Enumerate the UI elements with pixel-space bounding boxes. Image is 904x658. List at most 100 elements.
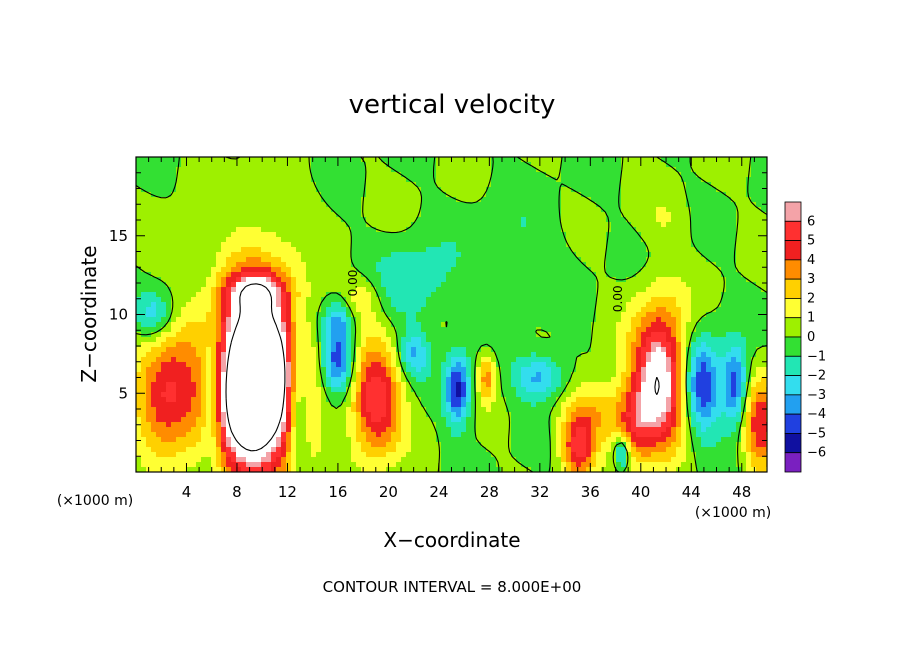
- field-cell: [286, 322, 292, 328]
- field-cell: [721, 267, 727, 273]
- field-cell: [216, 212, 222, 218]
- field-cell: [441, 307, 447, 313]
- field-cell: [681, 327, 687, 333]
- field-cell: [221, 282, 227, 288]
- field-cell: [751, 337, 757, 343]
- field-cell: [201, 242, 207, 248]
- field-cell: [541, 302, 547, 308]
- field-cell: [386, 277, 392, 283]
- field-cell: [696, 192, 702, 198]
- field-cell: [516, 267, 522, 273]
- field-cell: [591, 157, 597, 163]
- field-cell: [281, 167, 287, 173]
- field-cell: [641, 217, 647, 223]
- field-cell: [551, 287, 557, 293]
- field-cell: [196, 297, 202, 303]
- field-cell: [201, 197, 207, 203]
- field-cell: [311, 312, 317, 318]
- field-cell: [436, 327, 442, 333]
- field-cell: [491, 297, 497, 303]
- field-cell: [316, 212, 322, 218]
- field-cell: [606, 247, 612, 253]
- field-cell: [226, 342, 232, 348]
- field-cell: [196, 342, 202, 348]
- field-cell: [736, 262, 742, 268]
- field-cell: [301, 287, 307, 293]
- field-cell: [256, 262, 262, 268]
- field-cell: [546, 192, 552, 198]
- field-cell: [166, 202, 172, 208]
- field-cell: [606, 292, 612, 298]
- field-cell: [241, 197, 247, 203]
- field-cell: [606, 197, 612, 203]
- field-cell: [581, 157, 587, 163]
- field-cell: [221, 162, 227, 168]
- field-cell: [641, 267, 647, 273]
- field-cell: [376, 302, 382, 308]
- field-cell: [346, 282, 352, 288]
- field-cell: [451, 277, 457, 283]
- field-cell: [191, 222, 197, 228]
- field-cell: [141, 322, 147, 328]
- field-cell: [556, 257, 562, 263]
- field-cell: [406, 312, 412, 318]
- field-cell: [236, 217, 242, 223]
- field-cell: [356, 347, 362, 353]
- field-cell: [156, 212, 162, 218]
- field-cell: [166, 327, 172, 333]
- field-cell: [566, 162, 572, 168]
- field-cell: [266, 237, 272, 243]
- field-cell: [706, 242, 712, 248]
- field-cell: [426, 332, 432, 338]
- field-cell: [421, 327, 427, 333]
- field-cell: [176, 352, 182, 358]
- field-cell: [251, 212, 257, 218]
- field-cell: [756, 157, 762, 163]
- field-cell: [536, 272, 542, 278]
- field-cell: [211, 237, 217, 243]
- field-cell: [141, 347, 147, 353]
- field-cell: [161, 277, 167, 283]
- field-cell: [311, 287, 317, 293]
- field-cell: [206, 167, 212, 173]
- field-cell: [666, 237, 672, 243]
- field-cell: [366, 317, 372, 323]
- field-cell: [491, 192, 497, 198]
- field-cell: [396, 232, 402, 238]
- field-cell: [321, 202, 327, 208]
- field-cell: [356, 247, 362, 253]
- field-cell: [301, 182, 307, 188]
- field-cell: [756, 172, 762, 178]
- field-cell: [646, 342, 652, 348]
- field-cell: [226, 252, 232, 258]
- field-cell: [736, 322, 742, 328]
- field-cell: [341, 347, 347, 353]
- field-cell: [731, 167, 737, 173]
- field-cell: [646, 327, 652, 333]
- field-cell: [411, 167, 417, 173]
- field-cell: [671, 307, 677, 313]
- field-cell: [571, 242, 577, 248]
- field-cell: [576, 267, 582, 273]
- field-cell: [286, 172, 292, 178]
- field-cell: [506, 327, 512, 333]
- field-cell: [156, 162, 162, 168]
- field-cell: [316, 302, 322, 308]
- field-cell: [536, 212, 542, 218]
- field-cell: [426, 247, 432, 253]
- field-cell: [301, 272, 307, 278]
- field-cell: [306, 197, 312, 203]
- field-cell: [256, 327, 262, 333]
- field-cell: [541, 337, 547, 343]
- field-cell: [311, 227, 317, 233]
- field-cell: [651, 312, 657, 318]
- field-cell: [586, 312, 592, 318]
- field-cell: [601, 312, 607, 318]
- field-cell: [736, 202, 742, 208]
- field-cell: [311, 157, 317, 163]
- field-cell: [441, 347, 447, 353]
- field-cell: [261, 207, 267, 213]
- field-cell: [696, 162, 702, 168]
- field-cell: [556, 242, 562, 248]
- field-cell: [186, 212, 192, 218]
